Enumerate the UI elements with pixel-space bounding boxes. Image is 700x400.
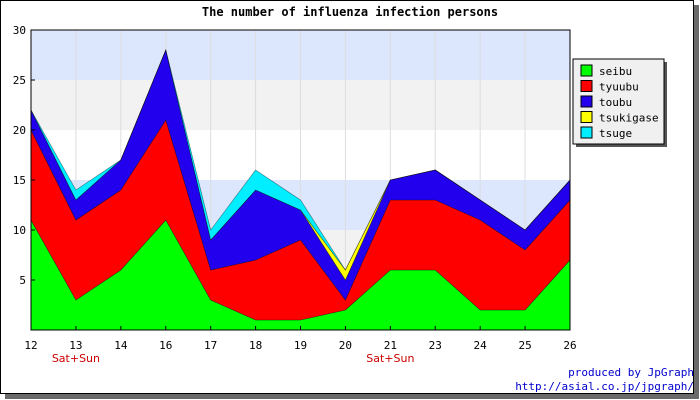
legend-swatch: [580, 64, 593, 77]
legend-label: tyuubu: [599, 81, 639, 94]
y-tick-label: 15: [13, 174, 26, 187]
legend-swatch: [580, 80, 593, 92]
x-tick-label: 20: [339, 339, 352, 352]
x-sublabel: Sat+Sun: [52, 352, 100, 365]
legend-swatch: [580, 126, 593, 139]
x-tick-label: 12: [24, 339, 37, 352]
credit-line: produced by JpGraph: [568, 366, 694, 379]
x-tick-label: 25: [518, 339, 531, 352]
legend-swatch: [580, 95, 593, 108]
y-tick-label: 30: [13, 24, 26, 37]
x-tick-label: 17: [204, 339, 217, 352]
legend-label: toubu: [599, 96, 632, 109]
x-tick-label: 21: [384, 339, 397, 352]
legend-swatch: [580, 111, 593, 123]
x-tick-label: 24: [474, 339, 488, 352]
legend-label: tsukigase: [599, 112, 659, 125]
x-tick-label: 13: [69, 339, 82, 352]
x-tick-label: 19: [294, 339, 307, 352]
x-tick-label: 14: [114, 339, 128, 352]
y-tick-label: 20: [13, 124, 26, 137]
x-sublabel: Sat+Sun: [366, 352, 414, 365]
y-tick-label: 25: [13, 74, 26, 87]
y-tick-label: 10: [13, 224, 26, 237]
x-tick-label: 16: [159, 339, 172, 352]
x-tick-label: 18: [249, 339, 262, 352]
legend: seibu tyuubu toubu tsukigase tsuge: [572, 58, 667, 147]
legend-label: tsuge: [599, 127, 632, 140]
y-tick-label: 5: [19, 274, 26, 287]
x-tick-label: 26: [563, 339, 576, 352]
legend-label: seibu: [599, 65, 632, 78]
credit-url[interactable]: http://asial.co.jp/jpgraph/: [515, 380, 694, 393]
x-tick-label: 23: [429, 339, 442, 352]
chart-title: The number of influenza infection person…: [202, 5, 498, 19]
